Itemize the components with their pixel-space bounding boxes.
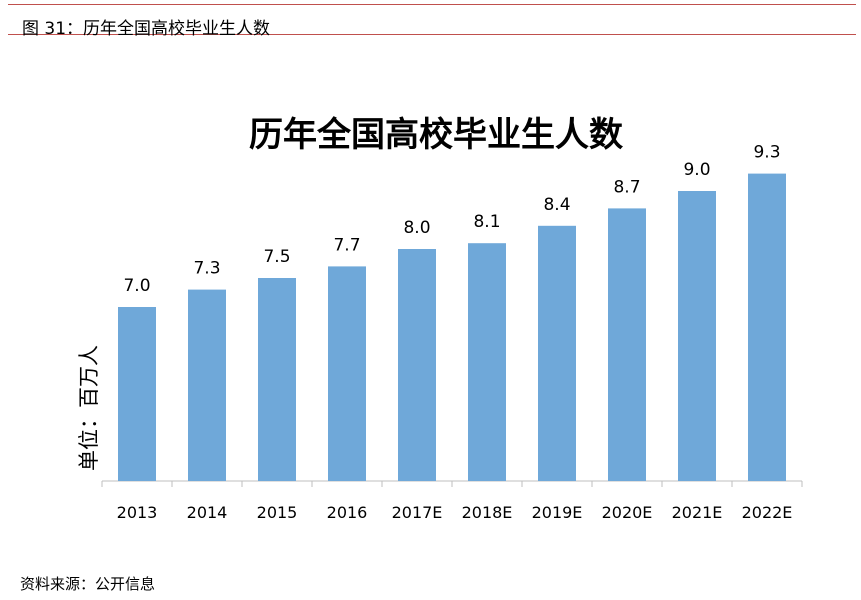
x-tick-label-2015: 2015 (257, 503, 298, 522)
x-tick-label-2020E: 2020E (602, 503, 653, 522)
x-tick-label-2016: 2016 (327, 503, 368, 522)
bar-2014 (188, 289, 226, 481)
data-label-2016: 7.7 (333, 235, 360, 255)
x-tick-label-2013: 2013 (117, 503, 158, 522)
data-label-2015: 7.5 (263, 247, 290, 267)
bar-2021E (678, 191, 716, 481)
bar-2017E (398, 249, 436, 481)
data-label-2021E: 9.0 (683, 160, 710, 180)
bar-2016 (328, 266, 366, 481)
bar-2019E (538, 225, 576, 481)
source-note: 资料来源：公开信息 (20, 575, 156, 593)
data-label-2022E: 9.3 (753, 143, 780, 163)
data-label-2013: 7.0 (123, 276, 150, 296)
x-tick-label-2018E: 2018E (462, 503, 513, 522)
bar-2020E (608, 208, 646, 481)
x-tick-label-2022E: 2022E (742, 503, 793, 522)
bar-2013 (118, 307, 156, 481)
bar-2015 (258, 278, 296, 481)
data-label-2019E: 8.4 (543, 195, 570, 215)
x-tick-label-2017E: 2017E (392, 503, 443, 522)
data-label-2017E: 8.0 (403, 218, 430, 238)
x-tick-label-2019E: 2019E (532, 503, 583, 522)
bar-2022E (748, 173, 786, 481)
chart-title: 历年全国高校毕业生人数 (249, 115, 623, 155)
bar-2018E (468, 243, 506, 481)
figure-caption-box: 图 31：历年全国高校毕业生人数 (8, 4, 856, 39)
x-tick-label-2021E: 2021E (672, 503, 723, 522)
data-label-2018E: 8.1 (473, 212, 500, 232)
y-axis-label: 单位：百万人 (77, 345, 101, 471)
figure-caption: 图 31：历年全国高校毕业生人数 (22, 19, 271, 39)
data-label-2014: 7.3 (193, 259, 220, 279)
x-tick-label-2014: 2014 (187, 503, 228, 522)
data-label-2020E: 8.7 (613, 177, 640, 197)
